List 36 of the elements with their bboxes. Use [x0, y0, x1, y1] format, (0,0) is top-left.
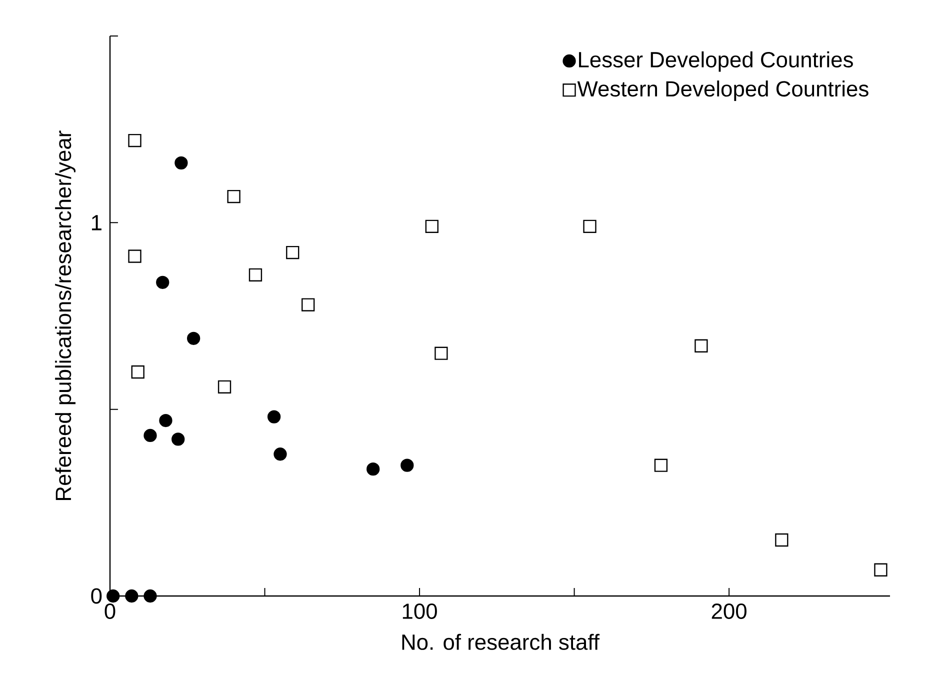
point — [400, 458, 414, 472]
point — [128, 250, 142, 263]
x-axis-title: No. of research staff — [402, 634, 600, 650]
point — [174, 156, 188, 170]
point — [654, 458, 668, 472]
y-axis-title: Refereed publications/researcher/year — [55, 130, 76, 500]
y-tick-label: 1 — [92, 215, 102, 230]
point — [186, 332, 200, 345]
point — [434, 346, 448, 360]
point — [144, 589, 157, 603]
point — [286, 246, 300, 260]
point — [159, 414, 172, 428]
point — [131, 365, 144, 379]
x-tick-label: 0 — [104, 603, 116, 620]
x-tick-label: 100 — [402, 603, 437, 620]
point — [366, 462, 380, 476]
point — [128, 134, 142, 148]
point — [218, 380, 232, 394]
x-tick-label: 200 — [712, 603, 746, 620]
point — [775, 533, 788, 547]
legend-label: Lesser Developed Countries — [579, 51, 853, 72]
point — [583, 220, 596, 233]
point — [227, 190, 240, 204]
point — [267, 410, 281, 424]
point — [125, 589, 138, 603]
point — [144, 428, 157, 442]
point — [248, 268, 262, 282]
point — [156, 276, 170, 289]
point — [274, 448, 287, 461]
point — [106, 589, 120, 603]
point — [302, 298, 315, 312]
point — [874, 563, 888, 576]
point — [425, 220, 438, 233]
point — [694, 339, 708, 352]
legend-label: Western Developed Countries — [577, 80, 868, 101]
point — [172, 432, 185, 446]
